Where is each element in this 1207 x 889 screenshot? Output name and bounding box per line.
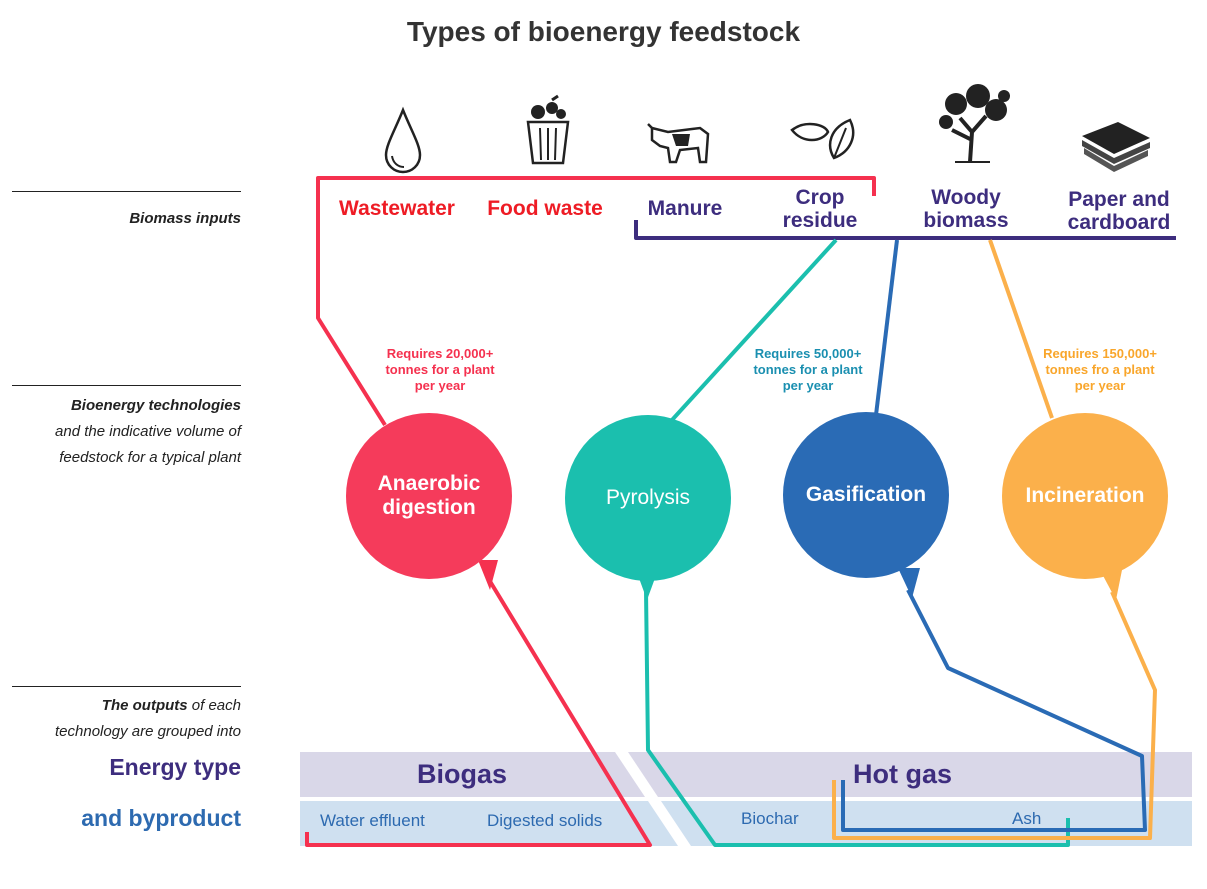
input-wastewater: Wastewater	[330, 197, 464, 220]
divider	[12, 686, 241, 687]
technologies-label-bold: Bioenergy technologies	[70, 397, 241, 414]
requirement-anaerobic: Requires 20,000+ tonnes for a plant per …	[365, 346, 515, 394]
requirement-incineration-l1: Requires 150,000+	[1043, 346, 1157, 361]
input-woody-biomass-line2: biomass	[923, 209, 1009, 232]
requirement-incineration-l3: per year	[1074, 378, 1126, 393]
red-pointer	[478, 560, 498, 590]
divider	[12, 191, 241, 192]
input-crop-residue-line2: residue	[782, 209, 858, 232]
water-drop-icon	[384, 106, 422, 174]
incineration-label: Incineration	[1025, 484, 1145, 507]
orange-output-connector	[832, 591, 1157, 840]
byproduct-label: and byproduct	[81, 805, 241, 831]
byproduct-digested-solids: Digested solids	[487, 811, 603, 830]
outputs-label-bold: The outputs	[101, 697, 188, 714]
pyrolysis-circle: Pyrolysis	[565, 415, 731, 581]
requirement-incineration-l2: tonnes fro a plant	[1045, 362, 1155, 377]
input-paper-cardboard-line2: cardboard	[1067, 211, 1171, 234]
hot-gas-label: Hot gas	[853, 759, 953, 789]
input-crop-residue: Crop residue	[760, 186, 880, 232]
input-paper-cardboard-line1: Paper and	[1068, 188, 1170, 211]
requirement-pyrolysis-l1: Requires 50,000+	[754, 346, 862, 361]
technologies-label: Bioenergy technologies and the indicativ…	[1, 393, 241, 471]
orange-connector	[988, 239, 1054, 419]
anaerobic-digestion-l1: Anaerobic	[377, 472, 481, 495]
outputs-label: The outputs of each technology are group…	[1, 693, 241, 745]
anaerobic-digestion-circle: Anaerobic digestion	[346, 413, 512, 579]
outputs-label-line2: technology are grouped into	[55, 723, 241, 740]
orange-pointer	[1100, 570, 1122, 600]
byproduct-ash: Ash	[1012, 809, 1042, 828]
blue-connector	[874, 239, 899, 416]
input-crop-residue-line1: Crop	[795, 186, 845, 209]
purple-connector	[634, 220, 1176, 240]
input-food-waste: Food waste	[478, 197, 612, 220]
input-paper-cardboard: Paper and cardboard	[1050, 188, 1188, 234]
requirement-pyrolysis-gasification: Requires 50,000+ tonnes for a plant per …	[733, 346, 883, 394]
technologies-label-line2: and the indicative volume of	[55, 423, 241, 440]
diagram-title: Types of bioenergy feedstock	[406, 16, 801, 47]
blue-pointer	[898, 568, 920, 598]
hot-gas-band	[628, 752, 1192, 797]
input-woody-biomass: Woody biomass	[906, 186, 1026, 232]
input-manure-label: Manure	[647, 197, 723, 220]
requirement-anaerobic-l3: per year	[414, 378, 466, 393]
gasification-label: Gasification	[805, 483, 927, 506]
gasification-circle: Gasification	[783, 412, 949, 578]
input-manure: Manure	[630, 197, 740, 220]
energy-type-label: Energy type	[109, 754, 241, 780]
biogas-byproduct-band	[300, 801, 678, 846]
requirement-anaerobic-l1: Requires 20,000+	[386, 346, 494, 361]
requirement-incineration: Requires 150,000+ tonnes fro a plant per…	[1025, 346, 1175, 394]
red-connector	[316, 176, 876, 427]
requirement-pyrolysis-l3: per year	[782, 378, 834, 393]
divider	[12, 385, 241, 386]
leaves-icon	[790, 118, 855, 160]
byproduct-biochar: Biochar	[741, 809, 799, 828]
outputs-label-rest: of each	[187, 697, 241, 714]
red-output-connector	[305, 576, 652, 847]
requirement-pyrolysis-l2: tonnes for a plant	[753, 362, 863, 377]
tree-icon	[939, 84, 1010, 163]
biogas-band	[300, 752, 645, 797]
technologies-label-line3: feedstock for a typical plant	[59, 449, 241, 466]
input-wastewater-label: Wastewater	[339, 197, 455, 220]
requirement-anaerobic-l2: tonnes for a plant	[385, 362, 495, 377]
biomass-inputs-label: Biomass inputs	[129, 210, 241, 227]
blue-output-connector	[841, 589, 1147, 832]
input-food-waste-label: Food waste	[487, 197, 603, 220]
pyrolysis-label: Pyrolysis	[605, 486, 690, 509]
input-woody-biomass-line1: Woody	[931, 186, 1001, 209]
byproduct-water-effluent: Water effluent	[320, 811, 425, 830]
food-bin-icon	[526, 94, 570, 165]
incineration-circle: Incineration	[1002, 413, 1168, 579]
paper-stack-icon	[1082, 122, 1150, 172]
hot-gas-byproduct-band	[661, 801, 1192, 846]
cow-icon	[647, 123, 710, 164]
anaerobic-digestion-l2: digestion	[382, 496, 476, 519]
teal-connector	[670, 238, 838, 422]
biogas-label: Biogas	[417, 759, 508, 789]
